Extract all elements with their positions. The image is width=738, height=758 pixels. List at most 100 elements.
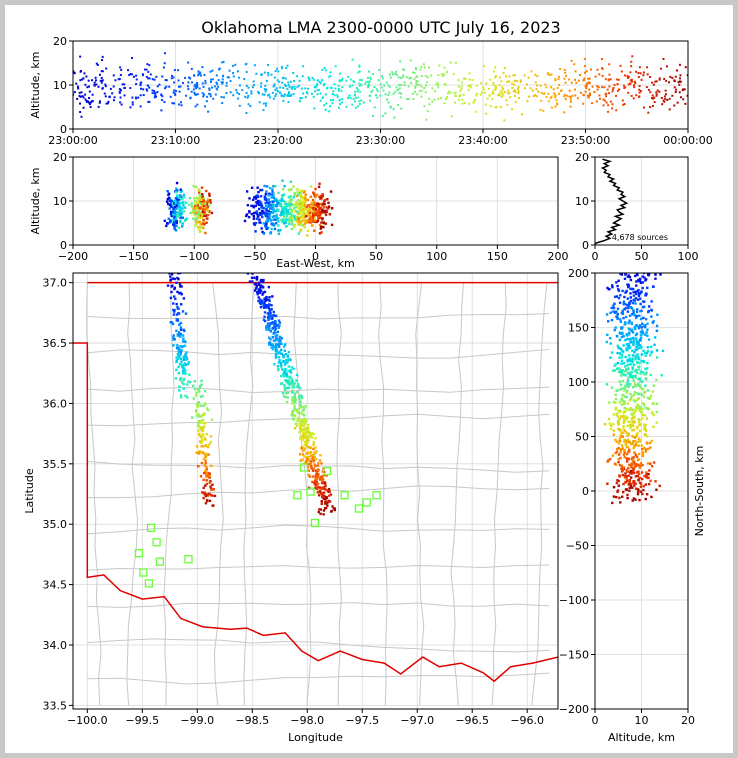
source-point bbox=[622, 300, 626, 304]
source-point bbox=[301, 405, 304, 408]
source-point bbox=[319, 227, 323, 230]
source-point bbox=[645, 493, 649, 496]
source-point bbox=[630, 80, 633, 83]
y-tick-label: −150 bbox=[559, 649, 589, 662]
source-point bbox=[290, 227, 294, 231]
source-point bbox=[255, 277, 259, 281]
source-point bbox=[274, 210, 277, 213]
source-point bbox=[285, 210, 289, 214]
source-point bbox=[613, 84, 616, 87]
source-point bbox=[261, 301, 265, 304]
source-point bbox=[652, 83, 655, 86]
source-point bbox=[278, 358, 281, 362]
source-point bbox=[617, 457, 621, 461]
source-point bbox=[316, 487, 319, 491]
source-point bbox=[368, 94, 371, 97]
source-point bbox=[179, 353, 182, 356]
source-point bbox=[492, 70, 495, 73]
source-point bbox=[274, 354, 278, 357]
source-point bbox=[608, 85, 611, 88]
source-point bbox=[642, 71, 645, 74]
source-point bbox=[264, 201, 267, 205]
source-point bbox=[615, 281, 618, 284]
source-point bbox=[290, 93, 293, 96]
source-point bbox=[643, 276, 646, 279]
source-point bbox=[295, 391, 299, 394]
source-point bbox=[624, 355, 627, 359]
source-point bbox=[194, 211, 198, 214]
source-point bbox=[255, 217, 259, 221]
source-point bbox=[623, 307, 626, 311]
source-point bbox=[644, 448, 648, 451]
source-point bbox=[161, 75, 164, 78]
source-point bbox=[655, 80, 658, 83]
source-point bbox=[288, 212, 291, 215]
source-point bbox=[262, 206, 265, 210]
source-point bbox=[165, 79, 168, 82]
source-point bbox=[409, 59, 412, 62]
source-point bbox=[306, 212, 309, 215]
source-point bbox=[165, 224, 168, 228]
source-point bbox=[339, 103, 342, 106]
y-tick-label: 20 bbox=[575, 151, 589, 164]
source-point bbox=[118, 91, 121, 94]
source-point bbox=[293, 406, 296, 410]
source-point bbox=[251, 266, 253, 268]
source-point bbox=[644, 384, 647, 387]
source-point bbox=[198, 452, 201, 455]
source-point bbox=[291, 215, 295, 218]
source-point bbox=[367, 83, 370, 86]
source-point bbox=[439, 97, 442, 100]
source-point bbox=[207, 474, 210, 478]
y-axis-label: Latitude bbox=[23, 468, 36, 514]
source-point bbox=[187, 203, 191, 207]
source-point bbox=[197, 74, 200, 77]
source-point bbox=[324, 502, 327, 505]
source-point bbox=[287, 379, 290, 382]
source-point bbox=[329, 71, 332, 74]
source-point bbox=[280, 348, 283, 352]
source-point bbox=[358, 82, 361, 85]
source-point bbox=[431, 87, 434, 90]
source-point bbox=[619, 415, 623, 418]
x-tick-label: −99.0 bbox=[180, 714, 214, 727]
source-point bbox=[554, 79, 557, 82]
source-point bbox=[615, 334, 619, 338]
source-point bbox=[299, 210, 302, 213]
source-point bbox=[379, 83, 382, 86]
source-point bbox=[286, 375, 289, 378]
source-point bbox=[293, 382, 297, 385]
source-point bbox=[640, 333, 643, 337]
source-point bbox=[625, 306, 628, 310]
source-point bbox=[318, 459, 322, 462]
source-point bbox=[643, 391, 646, 394]
source-point bbox=[301, 75, 304, 78]
source-point bbox=[649, 91, 652, 94]
source-point bbox=[625, 257, 627, 259]
source-point bbox=[326, 198, 329, 201]
source-point bbox=[514, 91, 517, 94]
source-point bbox=[304, 87, 307, 90]
source-point bbox=[633, 391, 636, 394]
source-point bbox=[618, 496, 621, 500]
source-point bbox=[313, 212, 317, 215]
source-point bbox=[610, 351, 614, 354]
source-point bbox=[348, 85, 351, 88]
source-point bbox=[574, 78, 577, 81]
source-point bbox=[202, 226, 205, 230]
source-point bbox=[303, 441, 306, 444]
source-point bbox=[315, 84, 318, 87]
source-point bbox=[306, 209, 309, 213]
source-point bbox=[594, 75, 597, 78]
source-point bbox=[353, 100, 356, 103]
source-point bbox=[373, 86, 376, 89]
source-point bbox=[613, 462, 617, 465]
source-point bbox=[293, 399, 296, 403]
x-tick-label: −99.5 bbox=[125, 714, 159, 727]
source-point bbox=[321, 470, 325, 473]
source-point bbox=[631, 499, 634, 502]
y-tick-label: 35.5 bbox=[43, 458, 68, 471]
source-point bbox=[457, 98, 460, 101]
source-point bbox=[321, 492, 324, 495]
source-point bbox=[197, 429, 200, 432]
